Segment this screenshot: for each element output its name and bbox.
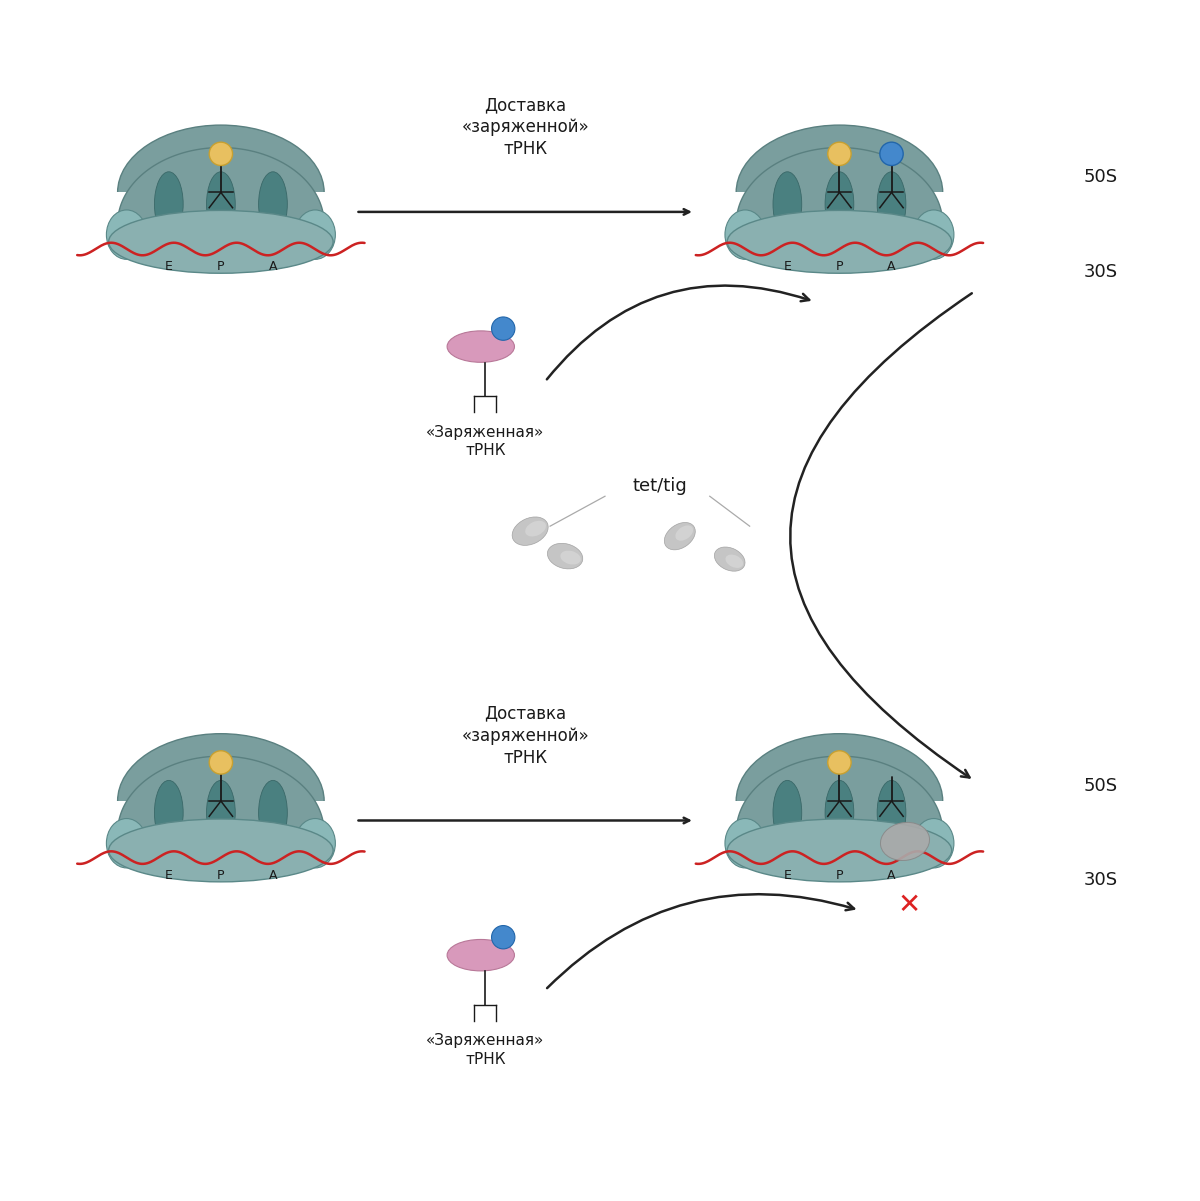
Text: 30S: 30S bbox=[1084, 872, 1118, 890]
Text: «Заряженная»
тРНК: «Заряженная» тРНК bbox=[426, 425, 545, 458]
Ellipse shape bbox=[727, 210, 952, 274]
Ellipse shape bbox=[107, 819, 146, 868]
Ellipse shape bbox=[560, 550, 581, 564]
Text: E: E bbox=[784, 261, 791, 274]
Polygon shape bbox=[118, 757, 324, 832]
Ellipse shape bbox=[118, 125, 324, 259]
Ellipse shape bbox=[877, 172, 906, 237]
Ellipse shape bbox=[877, 781, 906, 846]
Ellipse shape bbox=[295, 819, 335, 868]
Ellipse shape bbox=[727, 208, 952, 285]
Ellipse shape bbox=[826, 781, 854, 846]
Ellipse shape bbox=[881, 823, 930, 860]
Text: A: A bbox=[269, 870, 277, 882]
Text: 30S: 30S bbox=[1084, 263, 1118, 281]
Text: E: E bbox=[164, 870, 173, 882]
Ellipse shape bbox=[727, 817, 952, 894]
Ellipse shape bbox=[206, 781, 235, 846]
Circle shape bbox=[492, 926, 515, 949]
Circle shape bbox=[828, 751, 851, 775]
FancyArrowPatch shape bbox=[791, 293, 972, 777]
Ellipse shape bbox=[155, 172, 184, 237]
FancyArrowPatch shape bbox=[547, 895, 854, 988]
Ellipse shape bbox=[727, 819, 952, 882]
Text: E: E bbox=[784, 870, 791, 882]
Ellipse shape bbox=[665, 522, 695, 550]
Ellipse shape bbox=[448, 939, 515, 970]
Polygon shape bbox=[660, 192, 1019, 287]
Text: Доставка
«заряженной»
тРНК: Доставка «заряженной» тРНК bbox=[461, 705, 589, 767]
Ellipse shape bbox=[714, 546, 745, 572]
Ellipse shape bbox=[109, 819, 334, 882]
Ellipse shape bbox=[512, 516, 548, 545]
Ellipse shape bbox=[206, 172, 235, 237]
Polygon shape bbox=[660, 801, 1019, 895]
Ellipse shape bbox=[107, 210, 146, 259]
Text: P: P bbox=[835, 870, 844, 882]
Ellipse shape bbox=[676, 525, 694, 540]
Ellipse shape bbox=[155, 781, 184, 846]
Circle shape bbox=[209, 751, 233, 775]
Text: 50S: 50S bbox=[1084, 168, 1118, 186]
Ellipse shape bbox=[109, 208, 334, 285]
Ellipse shape bbox=[725, 819, 766, 868]
Ellipse shape bbox=[109, 210, 334, 274]
Polygon shape bbox=[736, 757, 943, 832]
Text: P: P bbox=[217, 261, 224, 274]
Text: tet/tig: tet/tig bbox=[632, 477, 688, 495]
Text: A: A bbox=[887, 261, 895, 274]
Ellipse shape bbox=[118, 734, 324, 868]
Polygon shape bbox=[41, 192, 401, 287]
Text: P: P bbox=[217, 870, 224, 882]
Ellipse shape bbox=[736, 125, 943, 259]
Text: ✕: ✕ bbox=[898, 891, 920, 919]
Ellipse shape bbox=[258, 172, 287, 237]
Circle shape bbox=[209, 142, 233, 166]
Ellipse shape bbox=[258, 781, 287, 846]
FancyArrowPatch shape bbox=[547, 286, 809, 380]
Text: A: A bbox=[269, 261, 277, 274]
Circle shape bbox=[828, 142, 851, 166]
Text: P: P bbox=[835, 261, 844, 274]
Polygon shape bbox=[41, 801, 401, 895]
Ellipse shape bbox=[726, 555, 743, 568]
Circle shape bbox=[880, 142, 904, 166]
Text: Доставка
«заряженной»
тРНК: Доставка «заряженной» тРНК bbox=[461, 96, 589, 159]
Ellipse shape bbox=[913, 819, 954, 868]
Text: A: A bbox=[887, 870, 895, 882]
Polygon shape bbox=[736, 148, 943, 223]
Ellipse shape bbox=[448, 331, 515, 363]
Ellipse shape bbox=[736, 734, 943, 868]
Text: 50S: 50S bbox=[1084, 777, 1118, 795]
Ellipse shape bbox=[109, 817, 334, 894]
Ellipse shape bbox=[826, 172, 854, 237]
Ellipse shape bbox=[547, 543, 583, 569]
Ellipse shape bbox=[913, 210, 954, 259]
Circle shape bbox=[492, 317, 515, 340]
Ellipse shape bbox=[773, 781, 802, 846]
Text: E: E bbox=[164, 261, 173, 274]
Text: «Заряженная»
тРНК: «Заряженная» тРНК bbox=[426, 1033, 545, 1066]
Ellipse shape bbox=[295, 210, 335, 259]
Ellipse shape bbox=[526, 521, 546, 537]
Ellipse shape bbox=[773, 172, 802, 237]
Polygon shape bbox=[118, 148, 324, 223]
Ellipse shape bbox=[725, 210, 766, 259]
